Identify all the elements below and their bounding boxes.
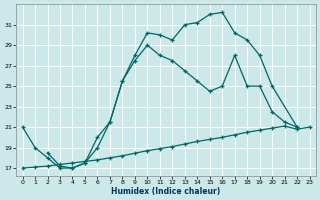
X-axis label: Humidex (Indice chaleur): Humidex (Indice chaleur) (111, 187, 221, 196)
